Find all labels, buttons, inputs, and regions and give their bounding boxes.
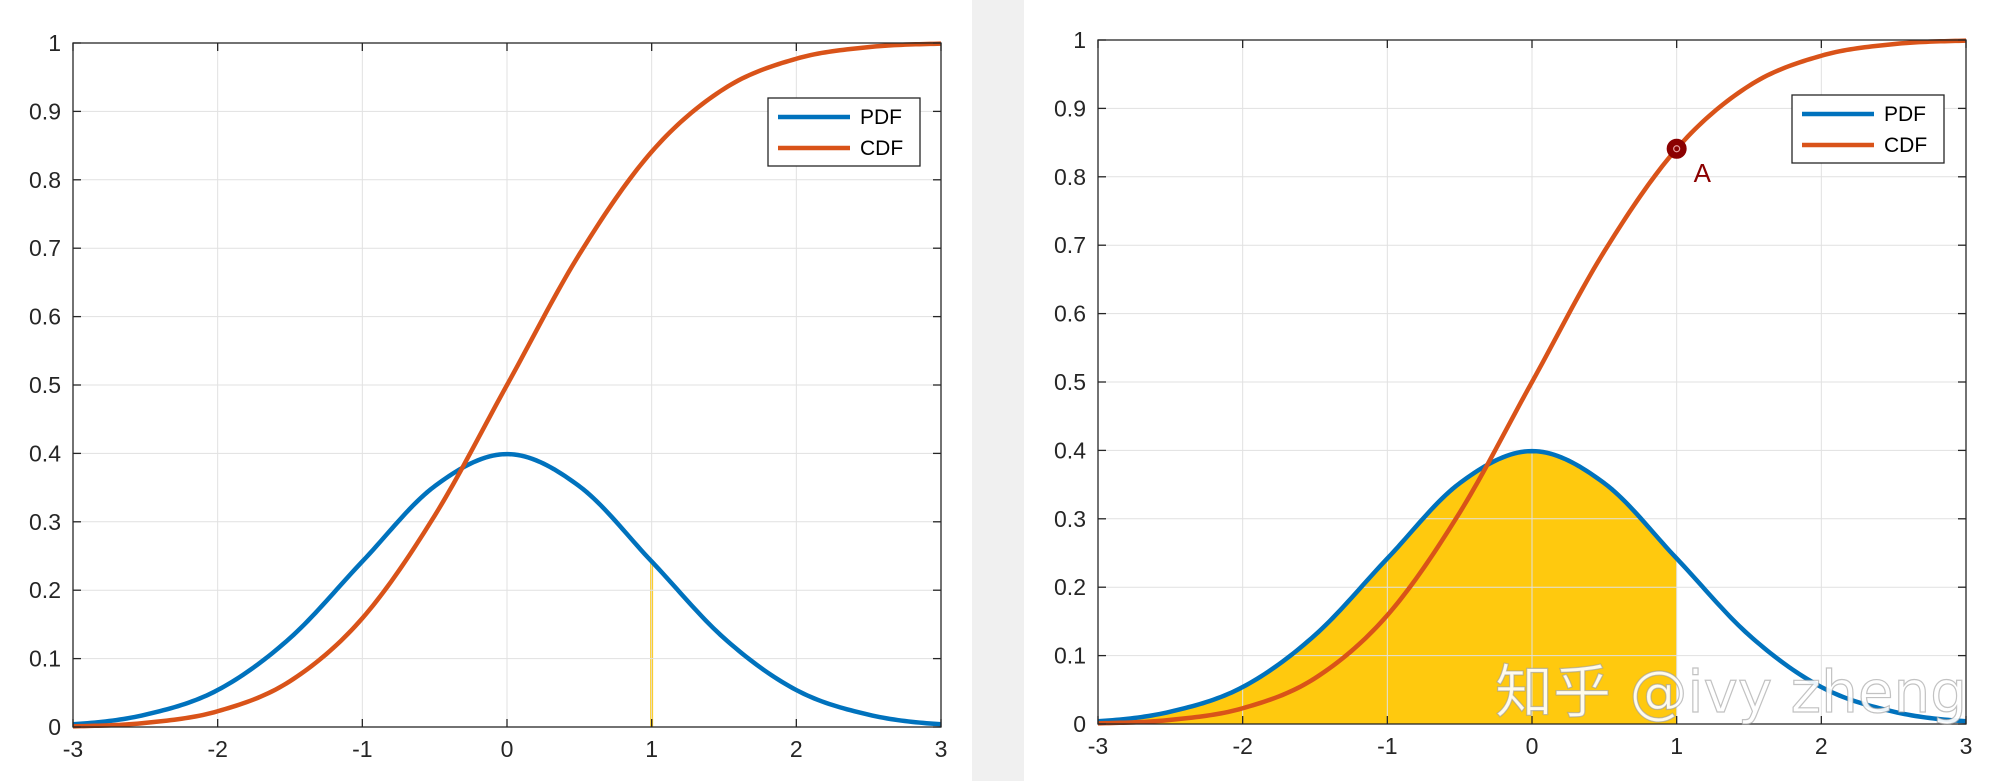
x-tick-label: 0 [501,736,514,762]
y-tick-label: 0.4 [1054,437,1086,463]
y-tick-label: 0.6 [29,304,61,330]
legend-label-pdf: PDF [1884,103,1926,126]
x-tick-label: -2 [207,736,227,762]
point-marker-ring [1673,145,1681,153]
series-line-cdf [1097,38,1967,726]
y-tick-label: 0.2 [29,577,61,603]
x-tick-label: -3 [63,736,83,762]
x-tick-label: -2 [1232,733,1252,759]
y-tick-label: 0.3 [1054,506,1086,532]
x-tick-label: 3 [935,736,948,762]
x-tick-label: 0 [1526,733,1539,759]
legend-label-cdf: CDF [860,137,903,160]
y-tick-label: 0.5 [29,372,61,398]
y-tick-label: 0.6 [1054,301,1086,327]
panel-divider [972,0,1024,781]
legend-box [1791,94,1945,164]
series-line-cdf [72,41,942,729]
x-tick-label: 3 [1960,733,1973,759]
x-tick-label: -3 [1088,733,1108,759]
y-tick-label: 0.1 [29,646,61,672]
legend: PDF CDF [767,97,921,167]
x-tick-label: 1 [645,736,658,762]
legend: PDF CDF [1791,94,1945,164]
watermark: 知乎 @ivy zheng [1495,658,1967,726]
point-label-a: A [1694,158,1712,188]
x-tick-label: 2 [790,736,803,762]
y-tick-label: 0.8 [1054,164,1086,190]
y-tick-label: 0.7 [29,235,61,261]
y-tick-label: 0.7 [1054,232,1086,258]
series-line-pdf [1097,448,1967,724]
legend-label-cdf: CDF [1884,134,1927,157]
series-line-pdf [72,451,942,727]
point-marker-a [1666,138,1687,159]
x-tick-label: 2 [1815,733,1828,759]
x-tick-label: -1 [1377,733,1397,759]
right-chart: -3 -2 -1 0 1 2 3 0 0.1 0.2 0.3 0.4 0.5 0.6 0.7 0.8 0.9 1 A… [1054,27,1972,759]
legend-box [767,97,921,167]
y-tick-label: 0.2 [1054,574,1086,600]
y-tick-label: 0.9 [1054,95,1086,121]
y-tick-label: 1 [48,30,61,56]
y-tick-label: 0 [1073,711,1086,737]
y-tick-label: 1 [1073,27,1086,53]
y-tick-label: 0 [48,714,61,740]
y-tick-label: 0.5 [1054,369,1086,395]
y-tick-label: 0.3 [29,509,61,535]
y-tick-label: 0.1 [1054,643,1086,669]
x-tick-label: -1 [352,736,372,762]
legend-label-pdf: PDF [860,106,902,129]
left-chart: -3 -2 -1 0 1 2 3 0 0.1 0.2 0.3 0.4 0.5 0.6 0.7 0.8 0.9 1 P… [29,30,947,762]
y-tick-label: 0.4 [29,440,61,466]
y-tick-label: 0.8 [29,167,61,193]
y-tick-label: 0.9 [29,98,61,124]
x-tick-label: 1 [1670,733,1683,759]
